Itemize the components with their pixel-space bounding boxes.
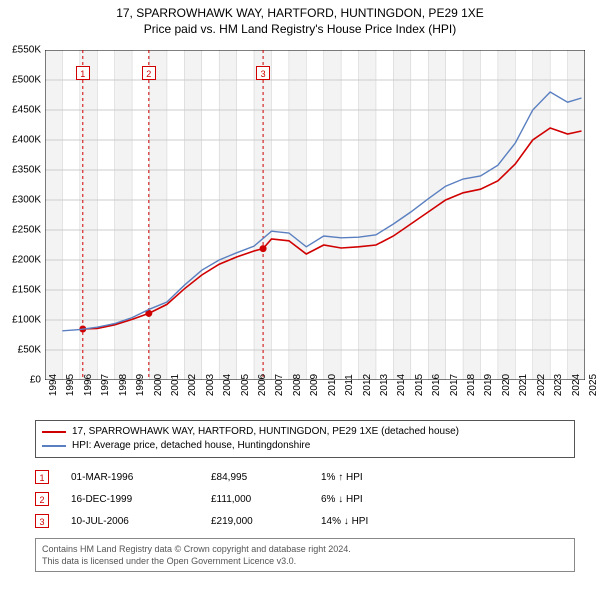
x-axis-label: 2006 xyxy=(257,374,268,396)
x-axis-label: 1996 xyxy=(83,374,94,396)
y-axis-label: £250K xyxy=(1,225,41,236)
x-axis-label: 2014 xyxy=(396,374,407,396)
footer-line-1: Contains HM Land Registry data © Crown c… xyxy=(42,543,568,555)
x-axis-label: 2007 xyxy=(274,374,285,396)
x-axis-label: 1998 xyxy=(118,374,129,396)
y-axis-label: £350K xyxy=(1,165,41,176)
y-axis-label: £550K xyxy=(1,45,41,56)
legend-item-price-paid: 17, SPARROWHAWK WAY, HARTFORD, HUNTINGDO… xyxy=(42,425,568,439)
y-axis-label: £100K xyxy=(1,315,41,326)
x-axis-label: 2015 xyxy=(414,374,425,396)
x-axis-label: 2016 xyxy=(431,374,442,396)
x-axis-label: 2008 xyxy=(292,374,303,396)
sale-date: 10-JUL-2006 xyxy=(71,516,211,527)
footer-line-2: This data is licensed under the Open Gov… xyxy=(42,555,568,567)
x-axis-label: 1994 xyxy=(48,374,59,396)
x-axis-label: 2018 xyxy=(466,374,477,396)
x-axis-label: 2025 xyxy=(588,374,599,396)
legend-swatch-price-paid xyxy=(42,431,66,433)
y-axis-label: £500K xyxy=(1,75,41,86)
chart-sale-marker-2: 2 xyxy=(142,66,156,80)
x-axis-label: 2011 xyxy=(344,374,355,396)
sale-date: 16-DEC-1999 xyxy=(71,494,211,505)
y-axis-label: £200K xyxy=(1,255,41,266)
x-axis-label: 2005 xyxy=(240,374,251,396)
sale-marker-3: 3 xyxy=(35,514,49,528)
x-axis-label: 2002 xyxy=(187,374,198,396)
x-axis-label: 1997 xyxy=(100,374,111,396)
sale-delta: 6% ↓ HPI xyxy=(321,494,441,505)
sale-delta: 14% ↓ HPI xyxy=(321,516,441,527)
sale-delta: 1% ↑ HPI xyxy=(321,472,441,483)
sale-price: £84,995 xyxy=(211,472,321,483)
legend-item-hpi: HPI: Average price, detached house, Hunt… xyxy=(42,439,568,453)
chart-sale-marker-3: 3 xyxy=(256,66,270,80)
x-axis-label: 2012 xyxy=(362,374,373,396)
x-axis-label: 2024 xyxy=(571,374,582,396)
chart-title: 17, SPARROWHAWK WAY, HARTFORD, HUNTINGDO… xyxy=(0,0,600,37)
sale-date: 01-MAR-1996 xyxy=(71,472,211,483)
footer-attribution: Contains HM Land Registry data © Crown c… xyxy=(35,538,575,572)
x-axis-label: 2003 xyxy=(205,374,216,396)
chart-plot-area: 123£0£50K£100K£150K£200K£250K£300K£350K£… xyxy=(45,50,585,380)
x-axis-label: 2019 xyxy=(483,374,494,396)
chart-sale-marker-1: 1 xyxy=(76,66,90,80)
sale-marker-1: 1 xyxy=(35,470,49,484)
table-row: 1 01-MAR-1996 £84,995 1% ↑ HPI xyxy=(35,466,575,488)
y-axis-label: £0 xyxy=(1,375,41,386)
x-axis-label: 2023 xyxy=(553,374,564,396)
x-axis-label: 2000 xyxy=(153,374,164,396)
x-axis-label: 2010 xyxy=(327,374,338,396)
title-line-2: Price paid vs. HM Land Registry's House … xyxy=(0,22,600,38)
x-axis-label: 2020 xyxy=(501,374,512,396)
y-axis-label: £400K xyxy=(1,135,41,146)
x-axis-label: 2001 xyxy=(170,374,181,396)
sale-price: £111,000 xyxy=(211,494,321,505)
legend: 17, SPARROWHAWK WAY, HARTFORD, HUNTINGDO… xyxy=(35,420,575,458)
x-axis-label: 1995 xyxy=(65,374,76,396)
chart-svg xyxy=(45,50,585,380)
y-axis-label: £150K xyxy=(1,285,41,296)
x-axis-label: 2017 xyxy=(449,374,460,396)
y-axis-label: £450K xyxy=(1,105,41,116)
legend-label-hpi: HPI: Average price, detached house, Hunt… xyxy=(72,439,310,453)
x-axis-label: 2013 xyxy=(379,374,390,396)
legend-label-price-paid: 17, SPARROWHAWK WAY, HARTFORD, HUNTINGDO… xyxy=(72,425,459,439)
x-axis-label: 2022 xyxy=(536,374,547,396)
sale-price: £219,000 xyxy=(211,516,321,527)
sale-marker-2: 2 xyxy=(35,492,49,506)
sales-table: 1 01-MAR-1996 £84,995 1% ↑ HPI 2 16-DEC-… xyxy=(35,466,575,532)
x-axis-label: 1999 xyxy=(135,374,146,396)
y-axis-label: £50K xyxy=(1,345,41,356)
legend-swatch-hpi xyxy=(42,445,66,447)
title-line-1: 17, SPARROWHAWK WAY, HARTFORD, HUNTINGDO… xyxy=(0,6,600,22)
x-axis-label: 2004 xyxy=(222,374,233,396)
x-axis-label: 2021 xyxy=(518,374,529,396)
y-axis-label: £300K xyxy=(1,195,41,206)
x-axis-label: 2009 xyxy=(309,374,320,396)
table-row: 2 16-DEC-1999 £111,000 6% ↓ HPI xyxy=(35,488,575,510)
table-row: 3 10-JUL-2006 £219,000 14% ↓ HPI xyxy=(35,510,575,532)
